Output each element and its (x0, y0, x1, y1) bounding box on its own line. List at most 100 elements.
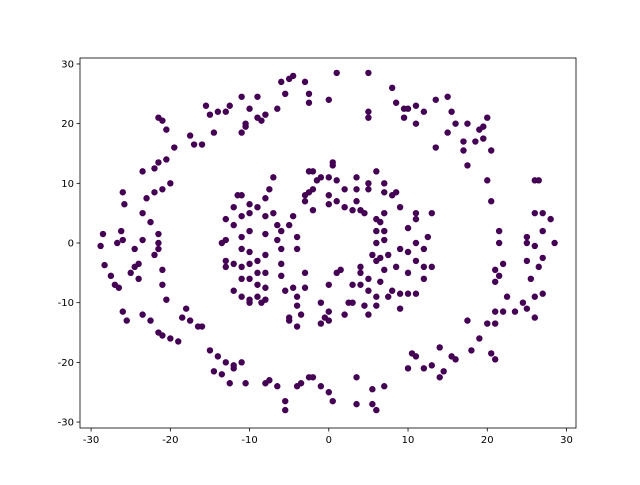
data-point (214, 108, 222, 115)
data-point (412, 120, 420, 127)
data-point (266, 186, 273, 193)
data-point (349, 281, 356, 288)
data-point (488, 350, 495, 357)
data-point (246, 248, 253, 256)
data-point (297, 311, 305, 318)
data-point (365, 287, 372, 294)
data-point (119, 236, 126, 244)
data-point (333, 177, 340, 184)
data-point (246, 275, 253, 283)
data-point (551, 239, 558, 247)
data-point (155, 245, 162, 253)
data-point (535, 177, 542, 184)
data-point (412, 239, 420, 247)
data-point (278, 78, 285, 86)
data-point (186, 132, 194, 139)
data-point (503, 293, 511, 300)
data-point (289, 212, 297, 220)
y-tick-label: 30 (61, 59, 74, 70)
data-point (262, 212, 269, 220)
data-point (464, 120, 471, 127)
data-point (381, 266, 388, 274)
data-point (488, 198, 495, 205)
data-point (373, 168, 380, 175)
data-point (159, 186, 166, 193)
data-point (420, 263, 428, 271)
data-point (491, 308, 499, 315)
data-point (400, 105, 408, 112)
data-point (369, 400, 376, 408)
data-point (230, 203, 237, 211)
data-point (464, 162, 471, 169)
data-point (381, 383, 388, 390)
data-point (392, 189, 400, 196)
data-point (392, 263, 400, 271)
y-tick-label: 10 (61, 179, 74, 190)
data-point (317, 299, 325, 306)
data-point (369, 251, 376, 259)
data-point (278, 260, 285, 268)
data-point (381, 180, 388, 187)
data-point (420, 108, 428, 115)
data-point (369, 386, 376, 393)
data-point (246, 201, 253, 208)
data-point (147, 317, 154, 324)
data-point (491, 356, 499, 363)
x-tick-label: -30 (83, 435, 99, 446)
data-point (222, 359, 229, 366)
data-point (242, 123, 249, 130)
data-point (337, 266, 344, 274)
data-point (238, 263, 245, 271)
data-point (293, 323, 301, 330)
data-point (396, 245, 404, 253)
data-point (353, 174, 360, 181)
data-point (159, 281, 166, 288)
data-point (238, 245, 245, 253)
data-point (289, 284, 297, 291)
data-point (135, 260, 142, 268)
data-point (309, 168, 317, 175)
x-tick-label: 20 (481, 435, 494, 446)
data-point (412, 215, 420, 223)
data-point (266, 377, 273, 384)
data-point (309, 186, 317, 193)
data-point (329, 397, 336, 405)
data-point (274, 221, 281, 229)
data-point (118, 227, 125, 235)
data-point (535, 263, 542, 271)
data-point (131, 245, 138, 253)
data-point (377, 218, 384, 226)
data-point (151, 165, 158, 172)
data-point (404, 269, 412, 277)
data-point (155, 239, 162, 247)
data-point (488, 147, 495, 154)
data-point (285, 221, 293, 229)
data-point (333, 69, 340, 77)
data-point (254, 257, 261, 265)
data-point (115, 284, 123, 291)
data-point (325, 388, 332, 396)
data-point (206, 347, 214, 354)
data-point (412, 102, 420, 109)
data-point (167, 180, 174, 187)
data-point (151, 189, 158, 196)
data-point (301, 78, 309, 86)
data-point (238, 293, 245, 300)
data-point (420, 245, 428, 253)
data-point (432, 96, 439, 103)
data-point (262, 251, 269, 259)
data-point (476, 335, 483, 342)
axes-frame (79, 57, 577, 429)
data-point (305, 90, 313, 98)
data-point (325, 96, 332, 103)
data-point (293, 293, 301, 300)
data-point (373, 227, 380, 235)
data-point (179, 314, 186, 321)
data-point (325, 192, 332, 199)
x-axis: -30 -20 -10 0 10 20 30 (83, 428, 573, 446)
data-point (206, 111, 214, 118)
data-point (222, 263, 229, 271)
data-point (289, 72, 297, 80)
data-point (210, 129, 218, 136)
data-point (226, 380, 233, 387)
